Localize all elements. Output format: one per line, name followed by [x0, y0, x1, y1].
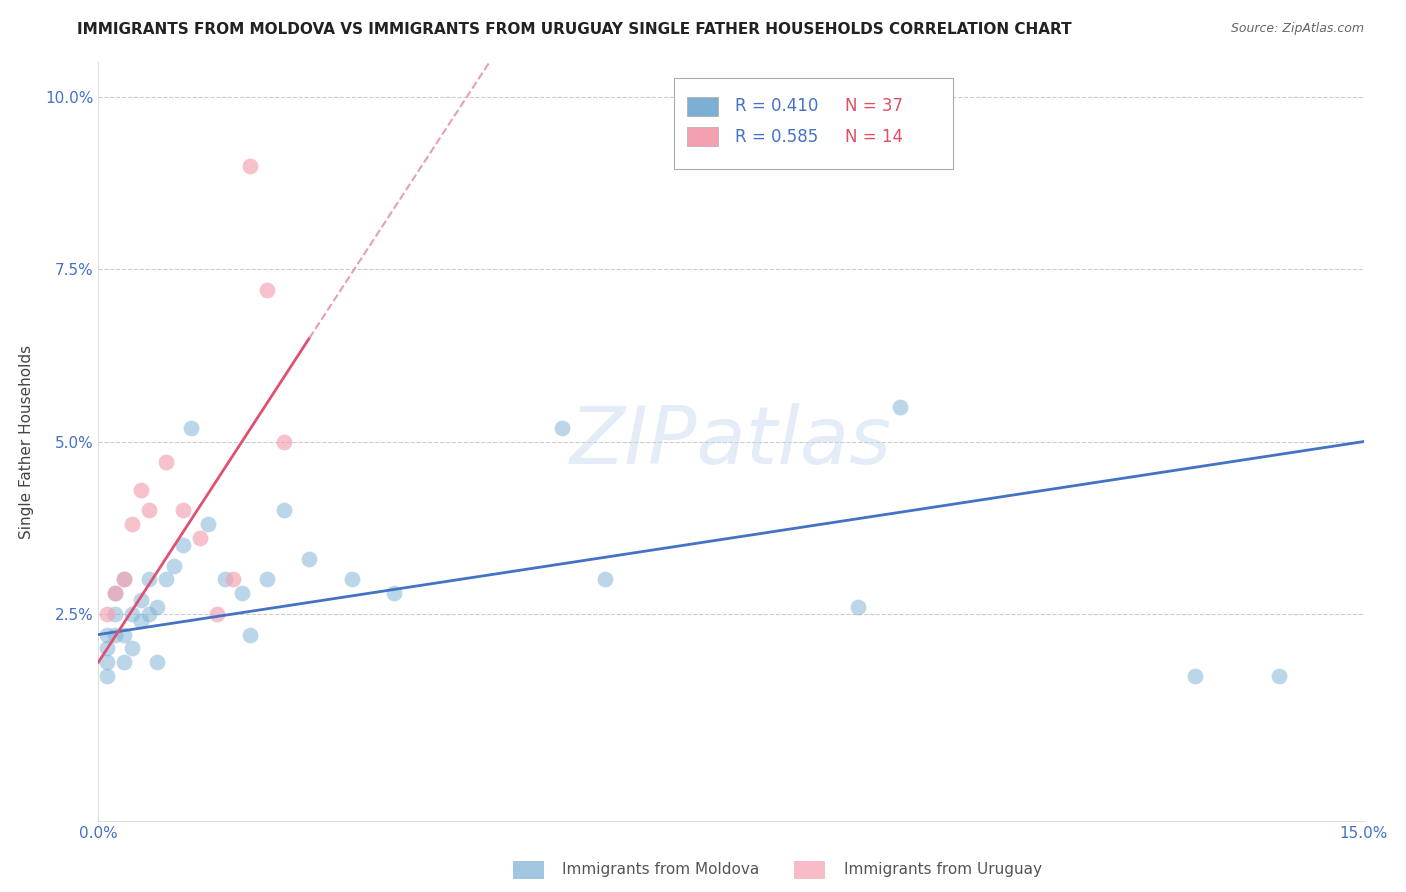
Point	[112, 573, 135, 587]
Point	[205, 607, 228, 621]
Point	[273, 503, 295, 517]
Text: N = 14: N = 14	[845, 128, 903, 145]
Point	[551, 421, 574, 435]
Point	[121, 517, 143, 532]
Point	[889, 400, 911, 414]
Point	[256, 573, 278, 587]
Text: Source: ZipAtlas.com: Source: ZipAtlas.com	[1230, 22, 1364, 36]
Point	[340, 573, 363, 587]
Point	[273, 434, 295, 449]
Point	[846, 599, 869, 614]
Point	[104, 586, 127, 600]
Point	[239, 627, 262, 641]
Point	[112, 655, 135, 669]
Point	[104, 627, 127, 641]
Point	[188, 531, 211, 545]
Point	[197, 517, 219, 532]
Point	[96, 607, 118, 621]
Point	[146, 655, 169, 669]
Text: N = 37: N = 37	[845, 97, 903, 115]
Point	[96, 655, 118, 669]
Point	[104, 586, 127, 600]
Point	[222, 573, 245, 587]
Point	[239, 159, 262, 173]
Text: R = 0.585: R = 0.585	[735, 128, 818, 145]
Point	[96, 669, 118, 683]
Point	[155, 455, 177, 469]
Point	[96, 641, 118, 656]
Point	[104, 607, 127, 621]
Text: Immigrants from Uruguay: Immigrants from Uruguay	[844, 863, 1042, 877]
Text: ZIPatlas: ZIPatlas	[569, 402, 893, 481]
Point	[593, 573, 616, 587]
Point	[180, 421, 202, 435]
Text: Immigrants from Moldova: Immigrants from Moldova	[562, 863, 759, 877]
Point	[112, 627, 135, 641]
Point	[172, 503, 194, 517]
Text: IMMIGRANTS FROM MOLDOVA VS IMMIGRANTS FROM URUGUAY SINGLE FATHER HOUSEHOLDS CORR: IMMIGRANTS FROM MOLDOVA VS IMMIGRANTS FR…	[77, 22, 1071, 37]
Point	[121, 641, 143, 656]
Point	[1268, 669, 1291, 683]
Point	[256, 283, 278, 297]
Point	[112, 573, 135, 587]
Point	[129, 614, 152, 628]
Point	[129, 593, 152, 607]
Text: R = 0.410: R = 0.410	[735, 97, 818, 115]
Point	[298, 551, 321, 566]
Point	[214, 573, 236, 587]
Point	[138, 503, 160, 517]
Point	[138, 607, 160, 621]
FancyBboxPatch shape	[686, 96, 718, 116]
FancyBboxPatch shape	[675, 78, 953, 169]
Point	[96, 627, 118, 641]
Point	[163, 558, 186, 573]
FancyBboxPatch shape	[686, 127, 718, 145]
Point	[138, 573, 160, 587]
Point	[121, 607, 143, 621]
Point	[172, 538, 194, 552]
Point	[146, 599, 169, 614]
Point	[129, 483, 152, 497]
Point	[231, 586, 253, 600]
Point	[1184, 669, 1206, 683]
Point	[382, 586, 405, 600]
Y-axis label: Single Father Households: Single Father Households	[20, 344, 34, 539]
Point	[155, 573, 177, 587]
